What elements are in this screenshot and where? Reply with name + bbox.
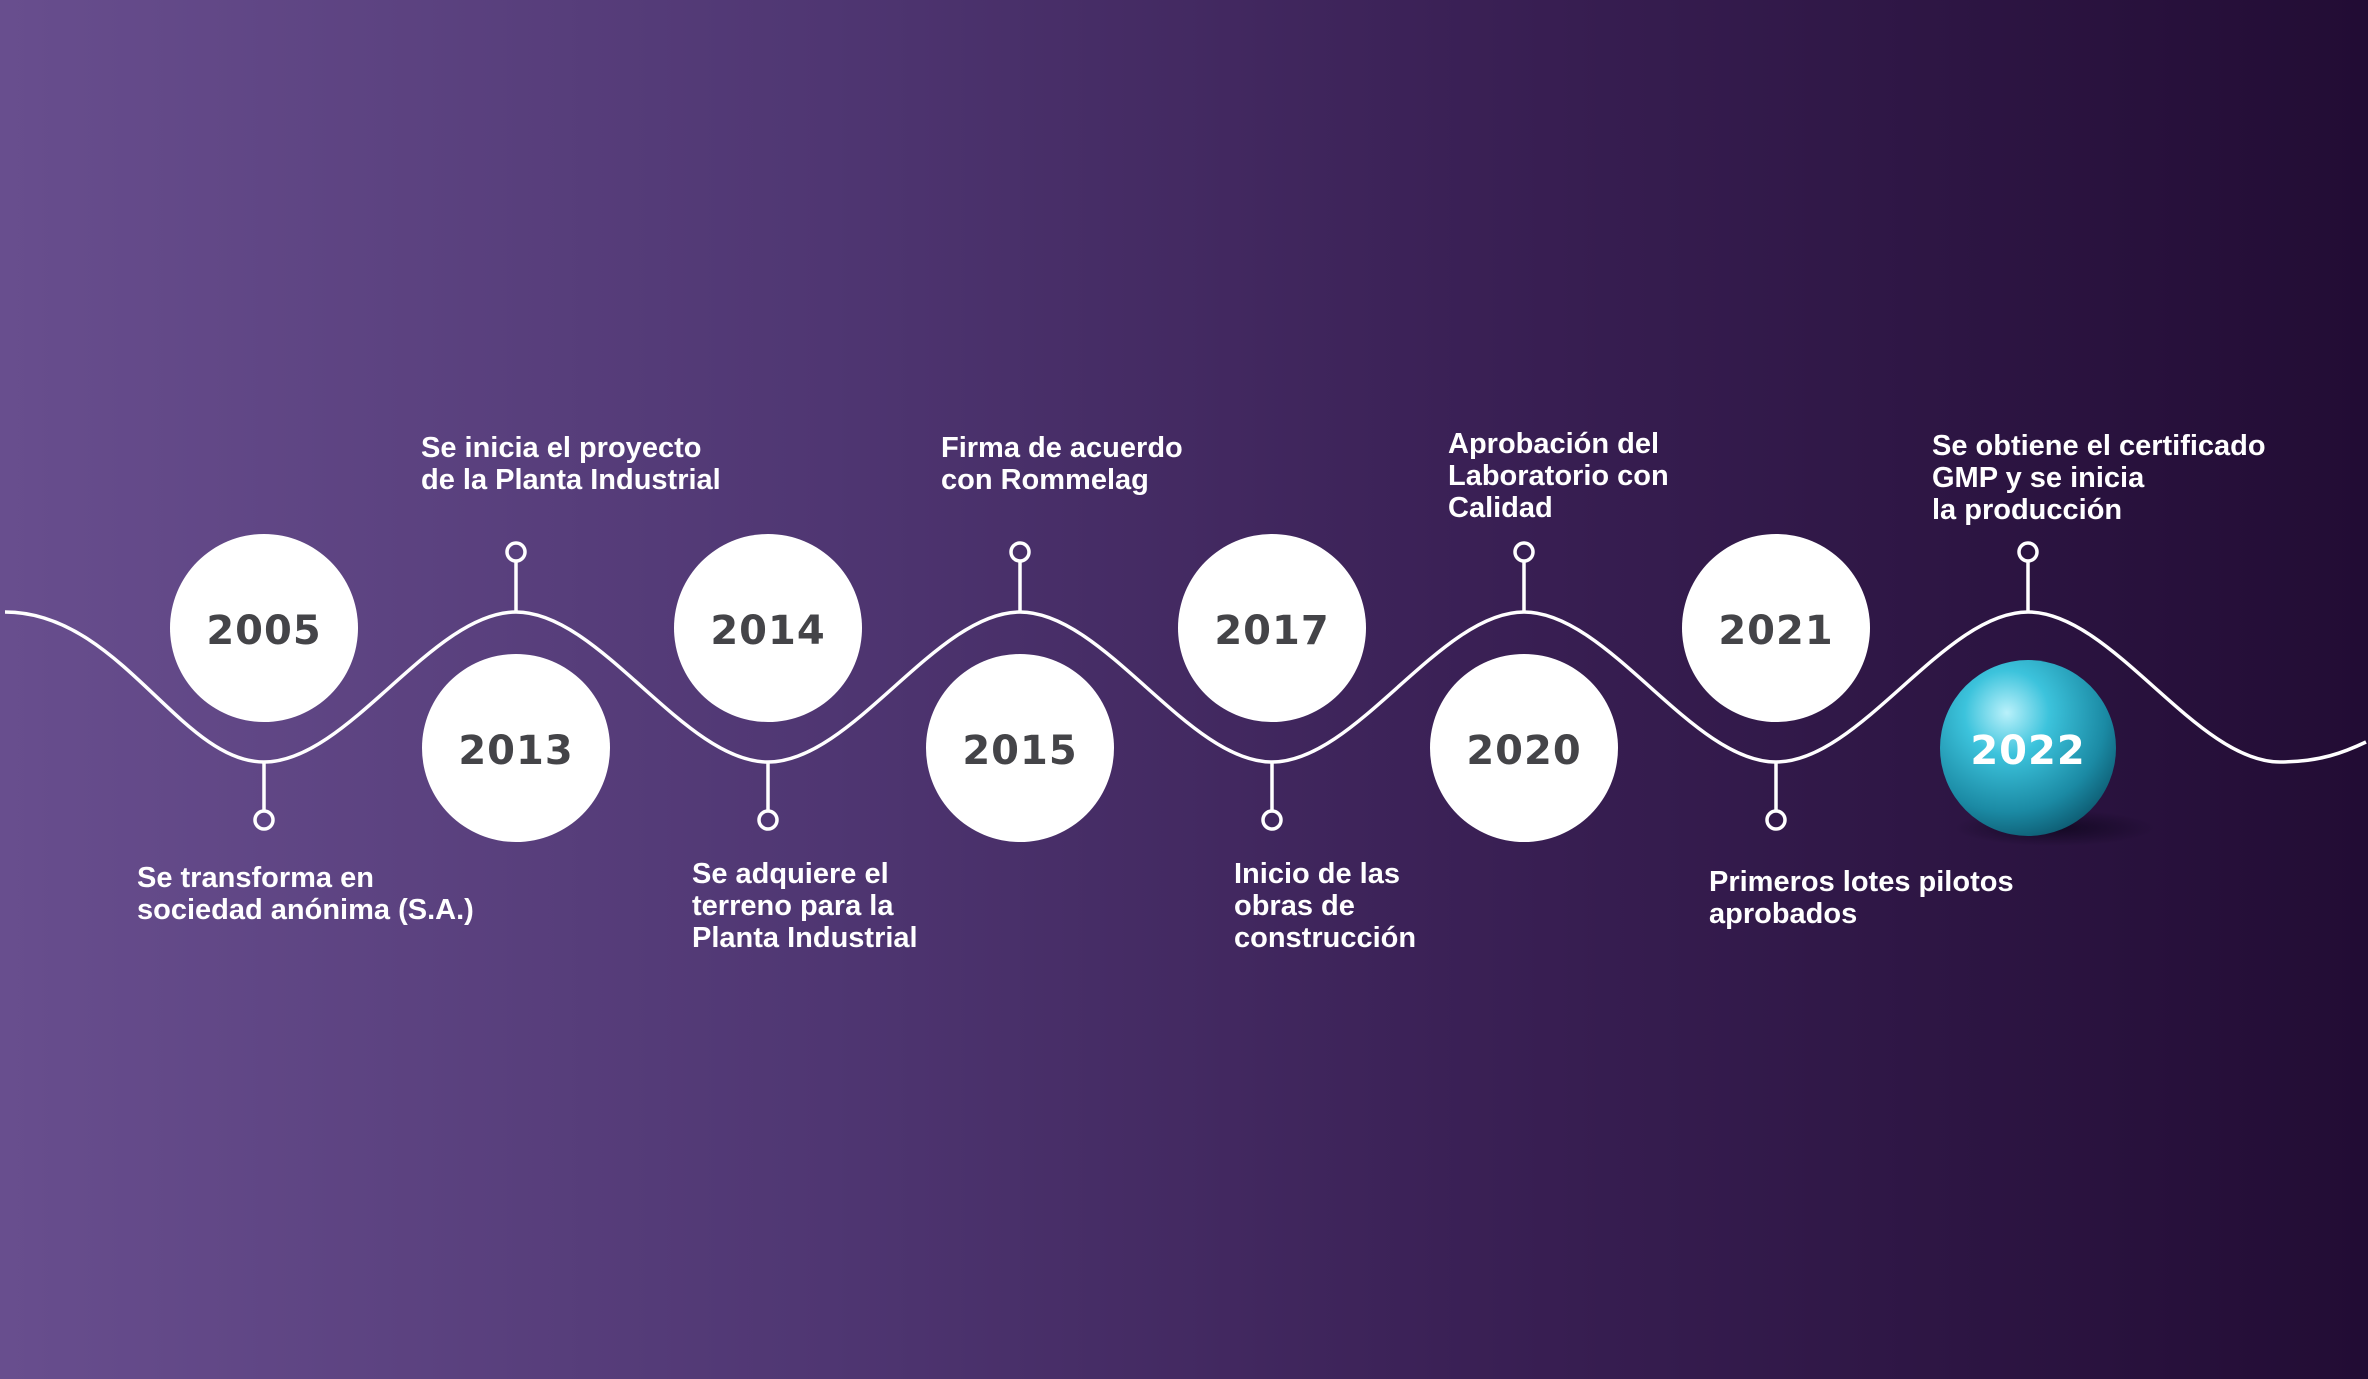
caption-2020: Aprobación del Laboratorio con Calidad (1448, 428, 1669, 524)
connectors (253, 541, 2039, 831)
connector-ring-2017 (1261, 809, 1283, 831)
connector-ring-2020 (1513, 541, 1535, 563)
caption-2017: Inicio de las obras de construcción (1234, 858, 1417, 954)
year-label-2014: 2014 (710, 608, 825, 654)
milestone-circle-2013: 2013 (422, 654, 610, 842)
connector-ring-2015 (1009, 541, 1031, 563)
connector-ring-2014 (757, 809, 779, 831)
milestone-circle-2005: 2005 (170, 534, 358, 722)
milestone-circle-2021: 2021 (1682, 534, 1870, 722)
connector-ring-2013 (505, 541, 527, 563)
caption-2022: Se obtiene el certificado GMP y se inici… (1932, 430, 2266, 526)
caption-2015: Firma de acuerdo con Rommelag (941, 432, 1183, 496)
milestone-sphere-2022: 2022 (1940, 660, 2155, 846)
wave-line (4, 610, 2367, 764)
connector-ring-2021 (1765, 809, 1787, 831)
year-label-2017: 2017 (1214, 608, 1329, 654)
year-label-2020: 2020 (1466, 728, 1581, 774)
milestone-circle-2020: 2020 (1430, 654, 1618, 842)
year-label-2015: 2015 (962, 728, 1077, 774)
milestone-circle-2015: 2015 (926, 654, 1114, 842)
year-label-2022: 2022 (1970, 728, 2085, 774)
year-label-2021: 2021 (1718, 608, 1833, 654)
caption-2013: Se inicia el proyecto de la Planta Indus… (421, 432, 721, 496)
connector-ring-2005 (253, 809, 275, 831)
year-label-2005: 2005 (206, 608, 321, 654)
connector-ring-2022 (2017, 541, 2039, 563)
caption-2014: Se adquiere el terreno para la Planta In… (692, 858, 918, 954)
milestone-circle-2014: 2014 (674, 534, 862, 722)
caption-2021: Primeros lotes pilotos aprobados (1709, 866, 2014, 930)
caption-2005: Se transforma en sociedad anónima (S.A.) (137, 862, 474, 926)
year-label-2013: 2013 (458, 728, 573, 774)
milestone-circle-2017: 2017 (1178, 534, 1366, 722)
